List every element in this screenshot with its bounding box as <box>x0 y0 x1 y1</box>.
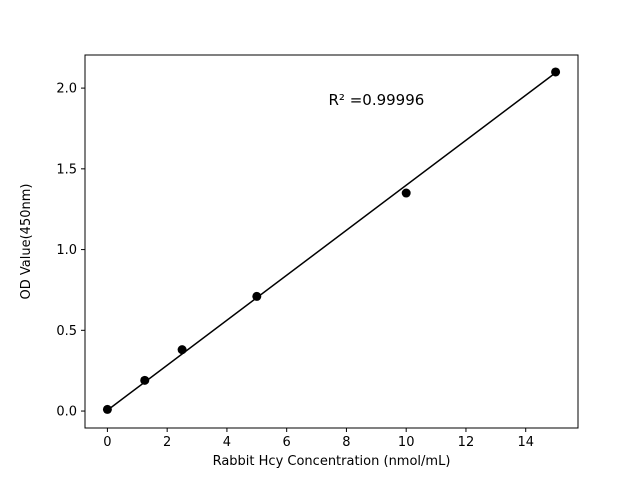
x-axis-label: Rabbit Hcy Concentration (nmol/mL) <box>213 454 451 469</box>
x-tick-label: 8 <box>342 435 350 450</box>
data-point <box>551 67 561 77</box>
x-tick-label: 2 <box>163 435 171 450</box>
x-tick-label: 0 <box>103 435 111 450</box>
x-tick-label: 12 <box>458 435 475 450</box>
data-point <box>177 345 187 355</box>
x-tick-label: 10 <box>398 435 415 450</box>
data-point <box>140 375 150 385</box>
y-axis-label: OD Value(450nm) <box>19 184 34 300</box>
data-point <box>401 188 411 198</box>
x-tick-label: 4 <box>223 435 231 450</box>
y-tick-label: 0.5 <box>56 324 77 339</box>
r-squared-annotation: R² =0.99996 <box>329 91 425 109</box>
x-tick-label: 14 <box>517 435 534 450</box>
data-point <box>252 291 262 301</box>
x-tick-label: 6 <box>283 435 291 450</box>
data-point <box>102 404 112 414</box>
plot-border <box>84 54 579 429</box>
y-tick-label: 1.0 <box>56 243 77 258</box>
y-tick-label: 0.0 <box>56 405 77 420</box>
y-tick-label: 1.5 <box>56 162 77 177</box>
y-tick-label: 2.0 <box>56 82 77 97</box>
